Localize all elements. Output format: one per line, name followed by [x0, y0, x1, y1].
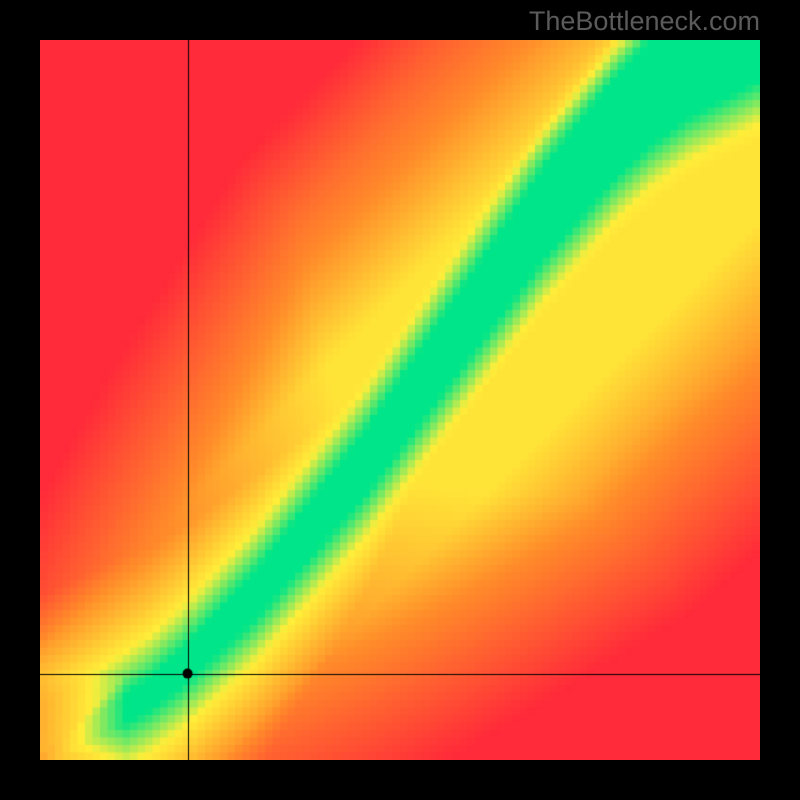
bottleneck-heatmap	[40, 40, 760, 760]
watermark-text: TheBottleneck.com	[529, 6, 760, 37]
chart-frame: TheBottleneck.com	[0, 0, 800, 800]
